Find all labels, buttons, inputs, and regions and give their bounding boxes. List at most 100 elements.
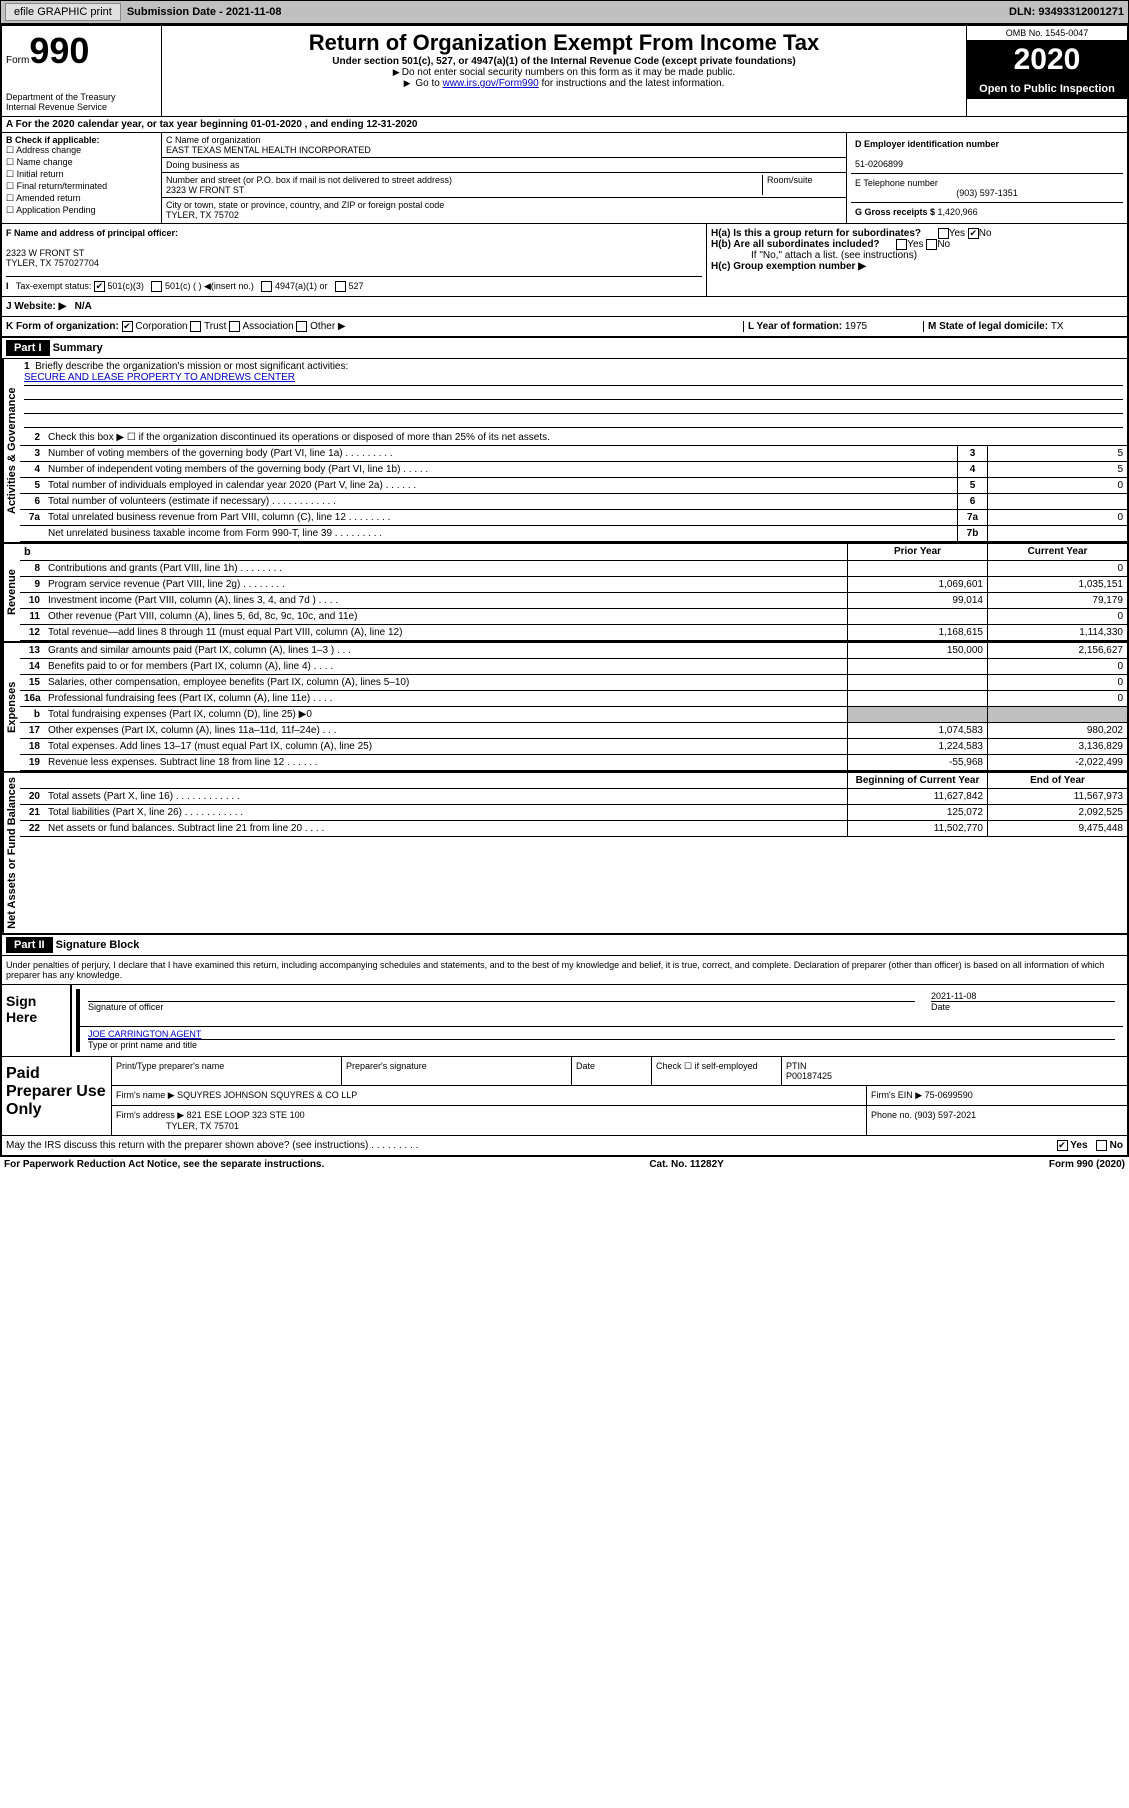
instruct-1: Do not enter social security numbers on …	[166, 67, 962, 78]
chk-pending[interactable]: ☐ Application Pending	[6, 205, 157, 216]
org-name: EAST TEXAS MENTAL HEALTH INCORPORATED	[166, 145, 371, 155]
line-19: 19Revenue less expenses. Subtract line 1…	[20, 755, 1127, 771]
governance-label: Activities & Governance	[2, 359, 20, 542]
section-d: D Employer identification number51-02068…	[847, 133, 1127, 223]
line-2: 2Check this box ▶ ☐ if the organization …	[20, 430, 1127, 446]
city-state-zip: TYLER, TX 75702	[166, 210, 239, 220]
section-f: F Name and address of principal officer:…	[2, 224, 707, 296]
line-7b: Net unrelated business taxable income fr…	[20, 526, 1127, 542]
line-4: 4Number of independent voting members of…	[20, 462, 1127, 478]
expenses-label: Expenses	[2, 643, 20, 771]
netassets-label: Net Assets or Fund Balances	[2, 773, 20, 933]
section-b: B Check if applicable: ☐ Address change …	[2, 133, 162, 223]
form-number-box: Form990 Department of the Treasury Inter…	[2, 26, 162, 116]
period-row: A For the 2020 calendar year, or tax yea…	[2, 117, 1127, 133]
line-12: 12Total revenue—add lines 8 through 11 (…	[20, 625, 1127, 641]
omb-number: OMB No. 1545-0047	[967, 26, 1127, 41]
title-box: Return of Organization Exempt From Incom…	[162, 26, 967, 116]
line-13: 13Grants and similar amounts paid (Part …	[20, 643, 1127, 659]
instruct-2: Go to www.irs.gov/Form990 for instructio…	[166, 78, 962, 89]
chk-final-return[interactable]: ☐ Final return/terminated	[6, 181, 157, 192]
line-8: 8Contributions and grants (Part VIII, li…	[20, 561, 1127, 577]
form990-link[interactable]: www.irs.gov/Form990	[443, 78, 539, 89]
paid-preparer-row: Paid Preparer Use Only Print/Type prepar…	[2, 1056, 1127, 1135]
line-16b: bTotal fundraising expenses (Part IX, co…	[20, 707, 1127, 723]
efile-button[interactable]: efile GRAPHIC print	[5, 3, 121, 21]
part1-header: Part I Summary	[2, 338, 1127, 359]
ptin: P00187425	[786, 1071, 832, 1081]
chk-assoc[interactable]	[229, 321, 240, 332]
chk-4947[interactable]	[261, 281, 272, 292]
form-word: Form	[6, 55, 29, 66]
topbar: efile GRAPHIC print Submission Date - 20…	[0, 0, 1129, 24]
chk-initial-return[interactable]: ☐ Initial return	[6, 169, 157, 180]
line-6: 6Total number of volunteers (estimate if…	[20, 494, 1127, 510]
chk-501c[interactable]	[151, 281, 162, 292]
discuss-yes[interactable]	[1057, 1140, 1068, 1151]
street-address: 2323 W FRONT ST	[166, 185, 244, 195]
line-17: 17Other expenses (Part IX, column (A), l…	[20, 723, 1127, 739]
line-14: 14Benefits paid to or for members (Part …	[20, 659, 1127, 675]
form-frame: Form990 Department of the Treasury Inter…	[0, 24, 1129, 1157]
chk-other[interactable]	[296, 321, 307, 332]
hb-yes[interactable]	[896, 239, 907, 250]
ha-yes[interactable]	[938, 228, 949, 239]
discuss-no[interactable]	[1096, 1140, 1107, 1151]
firm-ein: 75-0699590	[925, 1090, 973, 1100]
line-3: 3Number of voting members of the governi…	[20, 446, 1127, 462]
chk-501c3[interactable]	[94, 281, 105, 292]
line-7a: 7aTotal unrelated business revenue from …	[20, 510, 1127, 526]
chk-name-change[interactable]: ☐ Name change	[6, 157, 157, 168]
firm-phone: (903) 597-2021	[915, 1110, 977, 1120]
perjury-text: Under penalties of perjury, I declare th…	[2, 956, 1127, 984]
form-subtitle: Under section 501(c), 527, or 4947(a)(1)…	[166, 56, 962, 67]
dln-label: DLN: 93493312001271	[1009, 6, 1124, 18]
ein: 51-0206899	[855, 159, 903, 169]
gross-receipts: 1,420,966	[938, 207, 978, 217]
mission-text[interactable]: SECURE AND LEASE PROPERTY TO ANDREWS CEN…	[24, 372, 295, 383]
firm-addr1: 821 ESE LOOP 323 STE 100	[187, 1110, 305, 1120]
line-11: 11Other revenue (Part VIII, column (A), …	[20, 609, 1127, 625]
chk-527[interactable]	[335, 281, 346, 292]
mission-block: 1 Briefly describe the organization's mi…	[20, 359, 1127, 430]
state-domicile: TX	[1051, 321, 1064, 332]
sign-here-row: Sign Here Signature of officer 2021-11-0…	[2, 984, 1127, 1056]
website-value: N/A	[75, 301, 92, 312]
korg-row: K Form of organization: Corporation Trus…	[2, 317, 1127, 338]
chk-address-change[interactable]: ☐ Address change	[6, 145, 157, 156]
line-22: 22Net assets or fund balances. Subtract …	[20, 821, 1127, 837]
section-h: H(a) Is this a group return for subordin…	[707, 224, 1127, 296]
line-9: 9Program service revenue (Part VIII, lin…	[20, 577, 1127, 593]
section-c: C Name of organizationEAST TEXAS MENTAL …	[162, 133, 847, 223]
footer: For Paperwork Reduction Act Notice, see …	[0, 1157, 1129, 1172]
form-number: 990	[29, 30, 89, 71]
line-20: 20Total assets (Part X, line 16) . . . .…	[20, 789, 1127, 805]
tax-year: 2020	[967, 41, 1127, 79]
net-header: Beginning of Current YearEnd of Year	[20, 773, 1127, 789]
revenue-label: Revenue	[2, 544, 20, 641]
officer-name[interactable]: JOE CARRINGTON AGENT	[88, 1029, 201, 1039]
line-18: 18Total expenses. Add lines 13–17 (must …	[20, 739, 1127, 755]
line-5: 5Total number of individuals employed in…	[20, 478, 1127, 494]
form-title: Return of Organization Exempt From Incom…	[166, 30, 962, 56]
rev-header: bPrior YearCurrent Year	[20, 544, 1127, 561]
firm-name: SQUYRES JOHNSON SQUYRES & CO LLP	[177, 1090, 357, 1100]
line-16a: 16aProfessional fundraising fees (Part I…	[20, 691, 1127, 707]
submission-label: Submission Date - 2021-11-08	[127, 6, 282, 18]
year-formation: 1975	[845, 321, 867, 332]
line-10: 10Investment income (Part VIII, column (…	[20, 593, 1127, 609]
firm-addr2: TYLER, TX 75701	[166, 1121, 239, 1131]
discuss-row: May the IRS discuss this return with the…	[2, 1135, 1127, 1155]
chk-trust[interactable]	[190, 321, 201, 332]
hb-no[interactable]	[926, 239, 937, 250]
part2-header: Part II Signature Block	[2, 935, 1127, 956]
line-21: 21Total liabilities (Part X, line 26) . …	[20, 805, 1127, 821]
ha-no[interactable]	[968, 228, 979, 239]
website-row: J Website: ▶ N/A	[2, 297, 1127, 317]
chk-corp[interactable]	[122, 321, 133, 332]
dept-label: Department of the Treasury Internal Reve…	[6, 92, 157, 112]
line-15: 15Salaries, other compensation, employee…	[20, 675, 1127, 691]
chk-amended[interactable]: ☐ Amended return	[6, 193, 157, 204]
open-public: Open to Public Inspection	[967, 79, 1127, 99]
phone: (903) 597-1351	[855, 188, 1119, 198]
